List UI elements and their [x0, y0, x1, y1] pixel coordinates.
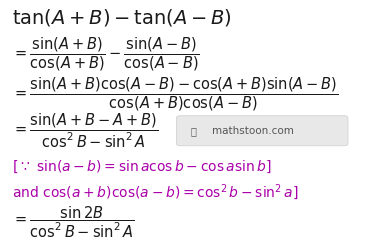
- Text: $= \dfrac{\sin 2B}{\cos^2 B-\sin^2 A}$: $= \dfrac{\sin 2B}{\cos^2 B-\sin^2 A}$: [12, 204, 134, 240]
- Text: mathstoon.com: mathstoon.com: [212, 126, 294, 136]
- Text: $[\because\ \sin(a-b) = \sin a\cos b - \cos a\sin b]$: $[\because\ \sin(a-b) = \sin a\cos b - \…: [12, 158, 272, 175]
- Text: 🔒: 🔒: [191, 126, 197, 136]
- FancyBboxPatch shape: [176, 116, 348, 146]
- Text: $= \dfrac{\sin(A+B)\cos(A-B)-\cos(A+B)\sin(A-B)}{\cos(A+B)\cos(A-B)}$: $= \dfrac{\sin(A+B)\cos(A-B)-\cos(A+B)\s…: [12, 75, 339, 113]
- Text: $\tan(A+B) - \tan(A-B)$: $\tan(A+B) - \tan(A-B)$: [12, 7, 232, 28]
- Text: $\text{and}\ \cos(a+b)\cos(a-b) = \cos^2 b - \sin^2 a]$: $\text{and}\ \cos(a+b)\cos(a-b) = \cos^2…: [12, 182, 299, 202]
- Text: $= \dfrac{\sin(A+B)}{\cos(A+B)} - \dfrac{\sin(A-B)}{\cos(A-B)}$: $= \dfrac{\sin(A+B)}{\cos(A+B)} - \dfrac…: [12, 36, 200, 73]
- Text: $= \dfrac{\sin(A+B-A+B)}{\cos^2 B-\sin^2 A}$: $= \dfrac{\sin(A+B-A+B)}{\cos^2 B-\sin^2…: [12, 112, 158, 150]
